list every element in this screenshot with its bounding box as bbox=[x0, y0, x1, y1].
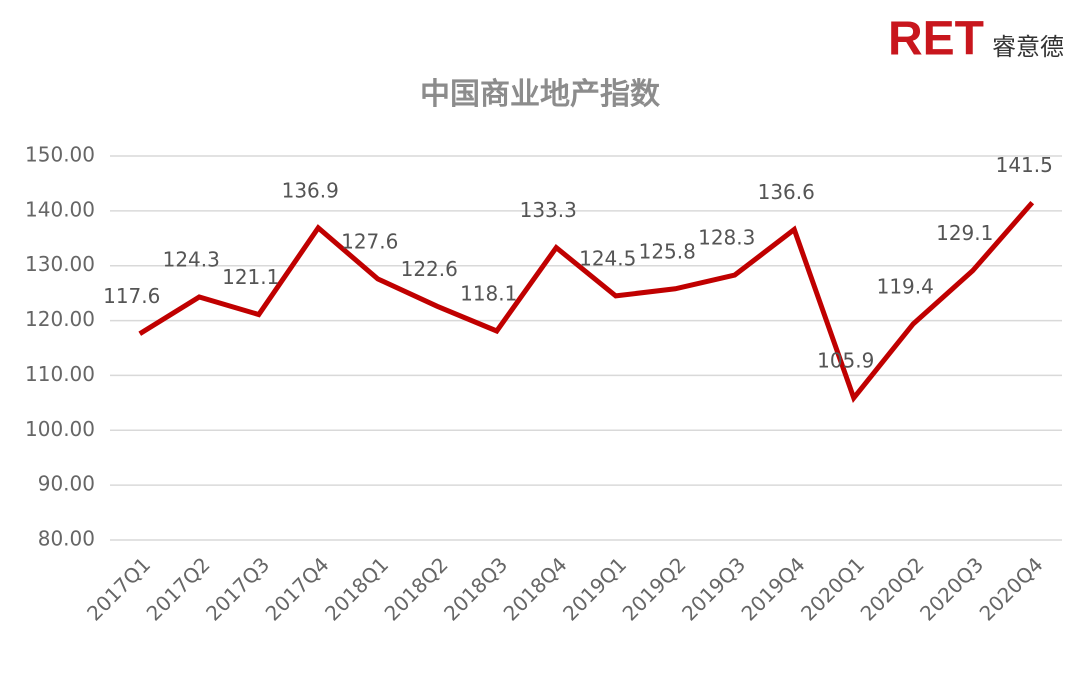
data-label: 122.6 bbox=[401, 257, 458, 281]
x-tick-label: 2018Q3 bbox=[439, 552, 512, 625]
y-tick-label: 120.00 bbox=[25, 307, 95, 331]
x-tick-label: 2017Q1 bbox=[82, 552, 155, 625]
data-label: 124.3 bbox=[163, 247, 220, 271]
x-tick-label: 2019Q2 bbox=[618, 552, 691, 625]
x-tick-label: 2019Q4 bbox=[737, 552, 810, 625]
x-tick-label: 2017Q4 bbox=[261, 552, 334, 625]
y-tick-label: 140.00 bbox=[25, 197, 95, 221]
data-label: 129.1 bbox=[936, 221, 993, 245]
x-tick-label: 2019Q1 bbox=[558, 552, 631, 625]
data-label: 118.1 bbox=[460, 281, 517, 305]
data-label: 127.6 bbox=[341, 229, 398, 253]
data-label: 128.3 bbox=[698, 226, 755, 250]
data-label: 141.5 bbox=[996, 153, 1053, 177]
x-tick-label: 2017Q3 bbox=[201, 552, 274, 625]
data-label: 105.9 bbox=[817, 348, 874, 372]
logo-name: 睿意德 bbox=[992, 33, 1064, 61]
data-label: 119.4 bbox=[877, 274, 934, 298]
y-tick-label: 100.00 bbox=[25, 417, 95, 441]
x-tick-label: 2018Q2 bbox=[380, 552, 453, 625]
data-label: 121.1 bbox=[222, 265, 279, 289]
data-label: 124.5 bbox=[579, 246, 636, 270]
data-line bbox=[138, 200, 1035, 403]
chart-title: 中国商业地产指数 bbox=[420, 77, 661, 112]
x-tick-label: 2017Q2 bbox=[142, 552, 215, 625]
y-tick-label: 110.00 bbox=[25, 362, 95, 386]
x-tick-label: 2020Q4 bbox=[975, 552, 1048, 625]
x-tick-label: 2020Q2 bbox=[856, 552, 929, 625]
x-tick-label: 2019Q3 bbox=[677, 552, 750, 625]
x-tick-label: 2018Q1 bbox=[320, 552, 393, 625]
data-label: 136.9 bbox=[282, 178, 339, 202]
data-label: 117.6 bbox=[103, 284, 160, 308]
y-tick-label: 90.00 bbox=[38, 472, 95, 496]
data-label: 136.6 bbox=[758, 180, 815, 204]
y-tick-label: 150.00 bbox=[25, 143, 95, 167]
data-label: 133.3 bbox=[520, 198, 577, 222]
x-tick-label: 2018Q4 bbox=[499, 552, 572, 625]
y-tick-label: 80.00 bbox=[38, 527, 95, 551]
y-tick-label: 130.00 bbox=[25, 252, 95, 276]
x-tick-label: 2020Q1 bbox=[796, 552, 869, 625]
data-label: 125.8 bbox=[639, 239, 696, 263]
logo-brand: RET bbox=[888, 13, 984, 66]
x-tick-label: 2020Q3 bbox=[915, 552, 988, 625]
